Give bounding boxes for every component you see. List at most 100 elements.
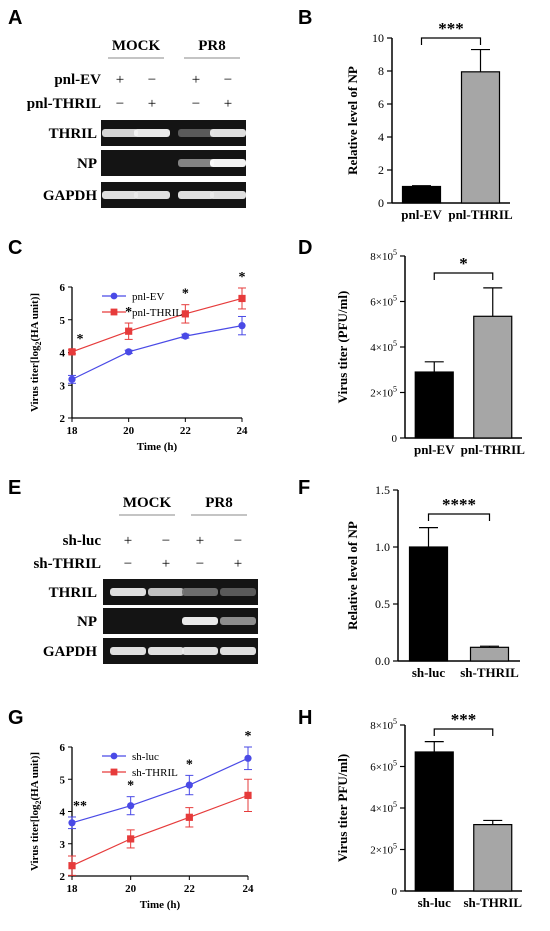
gel-row-label: NP — [77, 614, 97, 630]
bar — [473, 315, 513, 439]
significance-marker: **** — [442, 495, 476, 514]
y-tick-label: 4 — [60, 807, 66, 819]
gel-lane-sign: + — [124, 533, 132, 549]
x-category-label: pnl-THRIL — [448, 207, 513, 222]
significance-bracket — [427, 513, 491, 521]
gel-group-label: MOCK — [123, 495, 172, 511]
gel-lane-sign: − — [192, 96, 200, 112]
bar — [473, 823, 513, 892]
series-line — [71, 297, 243, 353]
gel-row-label: GAPDH — [43, 644, 97, 660]
gel-lane-sign: + — [234, 556, 242, 572]
data-point — [238, 294, 246, 303]
y-tick-label: 8×105 — [370, 717, 397, 732]
panel-label-f: F — [298, 477, 310, 499]
panel-label-d: D — [298, 237, 312, 259]
gel-row-label: NP — [77, 156, 97, 172]
data-point — [244, 791, 252, 799]
significance-bracket — [433, 272, 494, 280]
gel-condition-label: sh-THRIL — [33, 556, 101, 572]
legend-marker — [110, 768, 118, 776]
x-category-label: pnl-THRIL — [461, 442, 526, 457]
chart-b: 0 2 4 6 8 10 pnl-EV pnl-THRIL *** Relative level … — [345, 19, 513, 222]
significance-marker: * — [125, 305, 132, 320]
panel-label-c: C — [8, 237, 22, 259]
x-category-label: sh-luc — [412, 665, 445, 680]
x-category-label: sh-THRIL — [463, 895, 522, 910]
legend-label: pnl-THRIL — [132, 307, 182, 319]
data-point — [238, 322, 246, 330]
gel-band — [134, 191, 170, 199]
y-tick-label: 0.5 — [375, 597, 390, 611]
gel-band — [220, 588, 256, 596]
x-tick-label: 24 — [243, 883, 255, 895]
gel-row-label: THRIL — [49, 126, 97, 142]
gel-band — [148, 588, 184, 596]
gel-band — [148, 647, 184, 655]
data-point — [127, 835, 135, 843]
bar — [408, 546, 449, 662]
gel-condition-label: pnl-THRIL — [27, 96, 101, 112]
gel-lane-sign: + — [192, 72, 200, 88]
gel-panel-e: MOCK PR8 sh-luc + − + − sh-THRIL − + − + THRIL NP GAPD… — [33, 495, 258, 664]
legend-marker — [110, 292, 118, 300]
panel-label-g: G — [8, 707, 24, 729]
significance-marker: * — [186, 757, 193, 772]
significance-marker: * — [182, 287, 189, 302]
y-tick-label: 3 — [60, 380, 66, 392]
x-category-label: sh-luc — [418, 895, 451, 910]
y-tick-label: 2×105 — [370, 385, 397, 400]
data-point — [181, 332, 189, 340]
y-axis-label: Relative level of NP — [345, 521, 360, 630]
data-point — [125, 348, 133, 356]
y-tick-label: 4 — [378, 130, 384, 144]
data-point — [181, 310, 189, 318]
x-category-label: sh-THRIL — [460, 665, 519, 680]
y-tick-label: 6×105 — [370, 759, 397, 774]
chart-d: 0 2×105 4×105 6×105 8×105 pnl-EV pnl-THRIL * Vir… — [335, 248, 525, 457]
y-tick-label: 5 — [60, 774, 66, 786]
y-tick-label: 6 — [60, 282, 66, 294]
data-point — [127, 802, 135, 810]
data-point — [185, 813, 193, 821]
significance-marker: *** — [451, 710, 477, 729]
y-tick-label: 4×105 — [370, 800, 397, 815]
gel-band — [102, 129, 138, 137]
legend-marker — [110, 752, 118, 760]
y-tick-label: 1.5 — [375, 483, 390, 497]
gel-band — [110, 588, 146, 596]
y-axis-label: Virus titer[log2(HA unit)] — [29, 752, 43, 871]
gel-band — [102, 191, 138, 199]
x-axis-label: Time (h) — [140, 899, 181, 911]
significance-marker: * — [459, 254, 468, 273]
gel-band — [220, 647, 256, 655]
data-point — [68, 819, 76, 827]
legend-label: sh-luc — [132, 751, 159, 763]
panel-label-e: E — [8, 477, 21, 499]
data-point — [68, 862, 76, 870]
legend-label: sh-THRIL — [132, 767, 178, 779]
series-line — [71, 794, 249, 867]
y-tick-label: 0 — [392, 886, 398, 898]
y-axis-label: Virus titer (PFU/ml) — [335, 291, 350, 404]
gel-band — [220, 617, 256, 625]
x-category-label: pnl-EV — [414, 442, 455, 457]
gel-row-label: THRIL — [49, 585, 97, 601]
y-tick-label: 4 — [60, 348, 66, 360]
x-tick-label: 22 — [180, 425, 192, 437]
x-tick-label: 18 — [67, 883, 79, 895]
chart-f: 0.0 0.5 1.0 1.5 sh-luc sh-THRIL **** Relative l… — [345, 483, 520, 680]
y-axis-label: Relative level of NP — [345, 66, 360, 175]
y-tick-label: 2×105 — [370, 842, 397, 857]
gel-condition-label: pnl-EV — [54, 72, 101, 88]
gel-band — [210, 191, 246, 199]
gel-band — [182, 588, 218, 596]
legend-marker — [110, 308, 118, 316]
y-tick-label: 6 — [60, 742, 66, 754]
gel-band — [182, 647, 218, 655]
gel-lane-sign: − — [148, 72, 156, 88]
significance-marker: * — [239, 270, 246, 285]
y-tick-label: 0 — [392, 433, 398, 445]
